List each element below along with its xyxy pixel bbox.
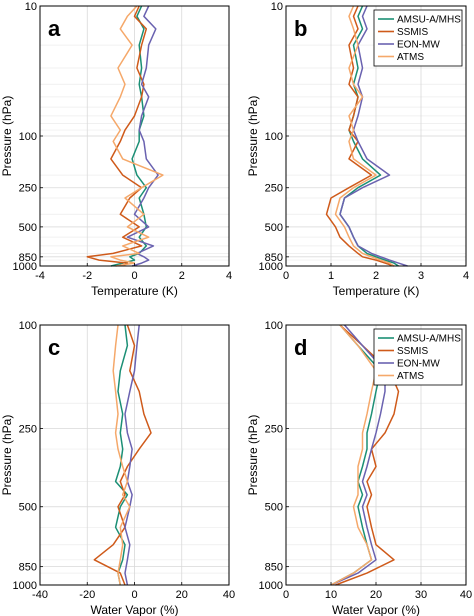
- series-line-ssmis: [86, 5, 148, 267]
- panel-d: 0 10 20 30 40 100 250 500 850 1000 Water Vapor (%)…: [246, 320, 472, 616]
- y-tick-label: 250: [265, 423, 283, 435]
- legend-entry: AMSU-A/MHS: [397, 334, 461, 345]
- series-line-eon-mw: [124, 324, 140, 586]
- series-line-amsu-a-mhs: [110, 5, 148, 267]
- y-axis-label: Pressure (hPa): [0, 96, 14, 177]
- x-tick-label: 30: [415, 589, 427, 601]
- series-line-atms: [110, 5, 164, 267]
- panel-label: c: [48, 335, 60, 360]
- panel-label: a: [48, 16, 61, 41]
- x-tick-label: 10: [325, 589, 337, 601]
- x-tick-label: 40: [223, 589, 235, 601]
- x-tick-label: 20: [370, 589, 382, 601]
- series-line-amsu-a-mhs: [339, 5, 399, 267]
- legend-entry: AMSU-A/MHS: [397, 15, 461, 26]
- y-tick-label: 1000: [259, 580, 283, 592]
- y-tick-label: 500: [265, 222, 283, 234]
- legend-entry: EON-MW: [397, 359, 440, 370]
- y-tick-label: 250: [19, 423, 37, 435]
- y-axis-label: Pressure (hPa): [0, 415, 14, 496]
- x-tick-label: 2: [373, 270, 379, 282]
- x-axis-label: Temperature (K): [333, 284, 420, 298]
- y-tick-label: 100: [265, 131, 283, 143]
- x-tick-label: 4: [463, 270, 469, 282]
- y-axis-label: Pressure (hPa): [246, 415, 260, 496]
- legend-entry: SSMIS: [397, 346, 428, 357]
- panel-label: b: [294, 16, 307, 41]
- y-tick-label: 500: [19, 502, 37, 514]
- x-tick-label: 40: [460, 589, 472, 601]
- x-tick-label: 1: [328, 270, 334, 282]
- x-tick-label: 0: [283, 589, 289, 601]
- y-tick-label: 250: [19, 183, 37, 195]
- panel-c: -40 -20 0 20 40 100 250 500 850 1000 Water Vapor (…: [0, 320, 235, 616]
- y-tick-label: 10: [25, 1, 37, 13]
- x-tick-label: 0: [283, 270, 289, 282]
- y-axis-label: Pressure (hPa): [246, 96, 260, 177]
- series-line-eon-mw: [126, 5, 159, 267]
- legend-entry: ATMS: [397, 52, 424, 63]
- y-tick-label: 850: [19, 562, 37, 574]
- y-tick-label: 500: [265, 502, 283, 514]
- y-tick-label: 1000: [259, 261, 283, 273]
- y-tick-label: 500: [19, 222, 37, 234]
- x-tick-label: -4: [35, 270, 45, 282]
- y-tick-label: 850: [19, 252, 37, 264]
- x-axis-label: Temperature (K): [91, 284, 178, 298]
- legend-entry: EON-MW: [397, 40, 440, 51]
- x-axis-label: Water Vapor (%): [90, 603, 178, 616]
- x-tick-label: 4: [226, 270, 232, 282]
- series-line-atms: [112, 324, 131, 586]
- y-tick-label: 1000: [13, 261, 37, 273]
- series-line-eon-mw: [339, 5, 408, 267]
- y-tick-label: 250: [265, 183, 283, 195]
- legend-entry: SSMIS: [397, 27, 428, 38]
- x-tick-label: -40: [32, 589, 48, 601]
- y-tick-label: 100: [19, 131, 37, 143]
- y-tick-label: 100: [265, 320, 283, 332]
- x-tick-label: 3: [418, 270, 424, 282]
- x-tick-label: 0: [131, 589, 137, 601]
- x-tick-label: 0: [131, 270, 137, 282]
- x-tick-label: -20: [79, 589, 95, 601]
- y-tick-label: 850: [265, 562, 283, 574]
- y-tick-label: 10: [271, 1, 283, 13]
- x-axis-label: Water Vapor (%): [332, 603, 420, 616]
- y-tick-label: 1000: [13, 580, 37, 592]
- series-line-ssmis: [93, 324, 152, 586]
- series-line-amsu-a-mhs: [114, 324, 129, 586]
- legend-entry: ATMS: [397, 371, 424, 382]
- x-tick-label: 20: [176, 589, 188, 601]
- y-tick-label: 850: [265, 252, 283, 264]
- panel-label: d: [294, 335, 307, 360]
- x-tick-label: -2: [82, 270, 92, 282]
- series-line-atms: [334, 5, 395, 267]
- x-tick-label: 2: [179, 270, 185, 282]
- y-tick-label: 100: [19, 320, 37, 332]
